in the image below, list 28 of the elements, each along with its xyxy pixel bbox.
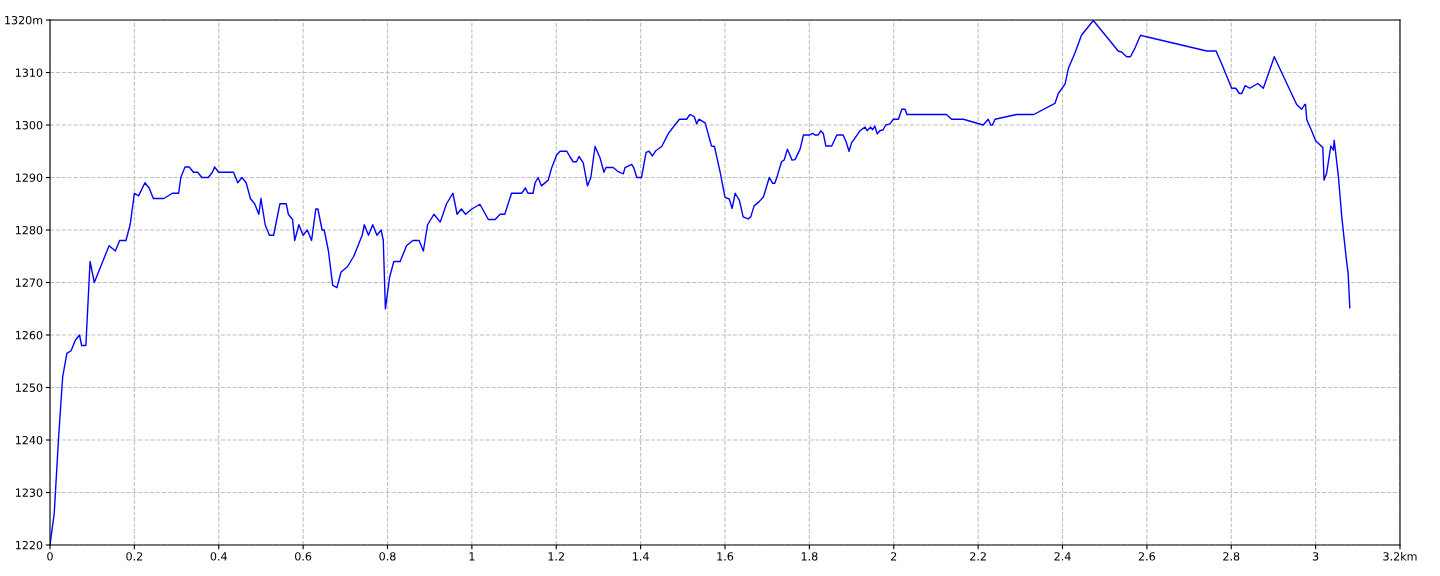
x-tick-label: 2.6	[1138, 552, 1156, 561]
x-tick-label: 0.4	[210, 552, 227, 561]
y-tick-label: 1250	[16, 383, 43, 392]
x-tick-label: 0	[47, 552, 53, 561]
x-tick-label: 0.8	[379, 552, 396, 561]
y-tick-label: 1320m	[5, 15, 43, 25]
x-tick-label: 2.4	[1054, 552, 1071, 561]
y-tick-label: 1300	[16, 120, 43, 130]
y-tick-label: 1310	[16, 68, 43, 77]
y-tick-label: 1240	[16, 435, 43, 445]
x-tick-label: 0.6	[295, 552, 312, 561]
y-tick-label: 1260	[16, 330, 43, 340]
x-tick-label: 1.6	[717, 552, 734, 561]
x-tick-label: 1.2	[548, 552, 564, 561]
x-tick-label: 2.8	[1223, 552, 1240, 561]
y-tick-label: 1230	[16, 488, 43, 497]
y-tick-label: 1290	[16, 173, 43, 182]
x-tick-label: 0.2	[126, 552, 143, 561]
x-tick-label: 3.2km	[1383, 551, 1417, 561]
x-tick-label: 3	[1312, 552, 1319, 561]
x-tick-label: 1	[469, 552, 475, 561]
x-tick-label: 2	[891, 552, 897, 561]
y-tick-label: 1270	[16, 278, 43, 287]
x-tick-label: 2.2	[970, 552, 986, 561]
x-tick-label: 1.8	[801, 552, 818, 561]
x-tick-label: 1.4	[633, 552, 649, 561]
y-tick-label: 1220	[16, 540, 43, 550]
y-tick-label: 1280	[16, 225, 43, 235]
